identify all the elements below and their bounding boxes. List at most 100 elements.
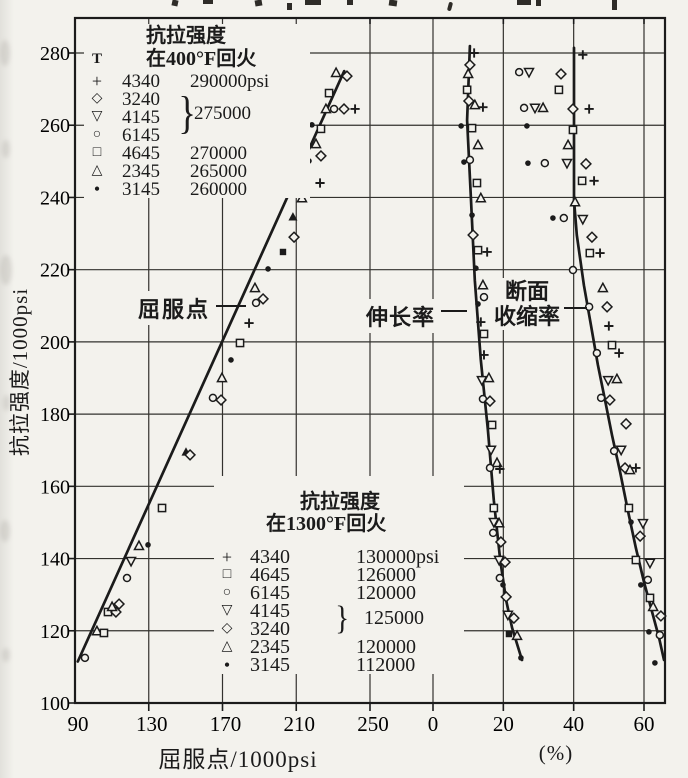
marker-triangle-up	[647, 600, 659, 612]
marker-filled-dot	[524, 123, 530, 129]
marker-plus	[479, 350, 489, 360]
x-tick-label: 90	[68, 712, 89, 736]
marker-triangle-up	[477, 278, 489, 290]
y-tick-label: 260	[40, 115, 70, 137]
marker-diamond	[113, 598, 126, 611]
legend-brace: }	[178, 87, 196, 138]
marker-diamond	[467, 229, 480, 241]
reduction-label-line1: 断面	[505, 279, 550, 304]
legend-alloy-number: 2345	[122, 160, 160, 182]
marker-triangle-down	[485, 445, 497, 457]
marker-diamond	[507, 612, 520, 625]
marker-filled-triangle	[288, 212, 298, 221]
marker-triangle-up	[562, 138, 574, 150]
marker-plus	[584, 104, 594, 114]
marker-filled-dot	[473, 265, 479, 272]
marker-diamond	[184, 448, 197, 461]
marker-diamond	[340, 70, 353, 83]
scan-artifact	[517, 0, 531, 5]
scan-artifact	[287, 3, 292, 10]
legend-alloy-number: 4645	[250, 564, 290, 586]
marker-filled-dot	[525, 160, 531, 166]
marker-plus	[578, 50, 588, 60]
marker-diamond	[601, 300, 614, 313]
scan-smudge	[2, 648, 10, 662]
plot-frame	[73, 16, 667, 705]
marker-plus	[478, 102, 488, 112]
marker-circle	[488, 528, 498, 538]
legend-row-3145: • 3145 260000	[84, 178, 310, 200]
legend-strength-value: 260000	[190, 178, 247, 200]
marker-triangle-down	[602, 375, 614, 387]
marker-plus	[476, 317, 486, 327]
marker-filled-dot	[518, 655, 524, 661]
marker-plus	[244, 318, 254, 328]
x-tick-label: 20	[493, 712, 514, 736]
scan-artifact	[388, 0, 398, 7]
x-axis-title-yield: 屈服点/1000psi	[158, 747, 318, 772]
legend-row-4145: ▽ 4145	[214, 601, 464, 621]
marker-circle	[655, 630, 665, 640]
legend-row-2345: △ 2345 265000	[84, 160, 310, 182]
marker-diamond	[499, 556, 512, 569]
trend-line-pct	[465, 44, 524, 662]
marker-triangle-up	[330, 66, 342, 78]
y-tick-label: 120	[40, 621, 70, 643]
legend-marker-icon: •	[223, 655, 231, 675]
marker-triangle-down	[523, 67, 535, 79]
marker-circle	[540, 158, 550, 168]
marker-filled-dot	[638, 582, 644, 588]
marker-circle	[514, 67, 524, 77]
marker-square	[324, 88, 334, 98]
marker-triangle-down	[529, 103, 541, 115]
marker-circle	[568, 265, 578, 275]
marker-circle	[596, 393, 606, 403]
legend-1300f: 抗拉强度 在1300°F回火 +4340 130000psi □ 4645 126000…	[214, 476, 464, 675]
legend-strength-value: 270000	[190, 142, 247, 164]
legend-marker-icon: ○	[222, 585, 232, 600]
legend-row-4340: +4340 290000psi	[84, 72, 310, 91]
x-tick-label: 60	[634, 712, 655, 736]
marker-triangle-up	[511, 629, 523, 641]
marker-diamond	[257, 292, 270, 305]
marker-triangle-up	[537, 101, 549, 113]
legend-marker-icon: △	[221, 639, 233, 654]
y-tick-label: 100	[40, 693, 70, 715]
marker-circle	[485, 463, 495, 473]
legend-400f-subtitle-row: T 在400°F回火	[84, 49, 310, 69]
marker-square	[467, 123, 477, 133]
marker-square	[607, 340, 617, 350]
legend-row-6145: ○ 6145	[84, 126, 310, 145]
legend-row-3145: • 3145 112000	[214, 655, 464, 675]
marker-triangle-up	[462, 67, 474, 79]
marker-triangle-up	[216, 371, 228, 383]
marker-square	[462, 85, 472, 95]
marker-diamond	[634, 530, 647, 543]
legend-1300f-title: 抗拉强度	[300, 491, 380, 513]
marker-filled-dot	[265, 266, 271, 272]
scan-artifact	[612, 0, 617, 10]
marker-diamond	[484, 395, 496, 408]
legend-alloy-number: 4145	[122, 106, 160, 128]
legend-400f-title: 抗拉强度	[146, 25, 226, 47]
marker-triangle-up	[483, 371, 495, 383]
marker-triangle-up	[469, 98, 481, 110]
x-tick-label: 40	[563, 712, 584, 736]
marker-filled-square	[279, 248, 287, 256]
y-tick-label: 200	[40, 332, 70, 354]
marker-circle	[609, 446, 619, 456]
legend-marker-icon: +	[221, 547, 233, 567]
legend-marker-icon: ○	[92, 127, 102, 142]
y-axis-title: 抗拉强度/1000psi	[8, 287, 32, 457]
marker-triangle-up	[491, 456, 503, 468]
marker-filled-dot	[646, 629, 652, 635]
marker-filled-dot	[550, 215, 556, 221]
marker-diamond	[567, 103, 579, 115]
marker-plus	[495, 464, 505, 474]
legend-marker-icon: □	[92, 145, 102, 160]
marker-diamond	[288, 231, 300, 244]
legend-marker-icon: ◇	[91, 91, 103, 106]
leader-lines-group	[216, 305, 587, 312]
marker-triangle-up	[493, 516, 505, 528]
